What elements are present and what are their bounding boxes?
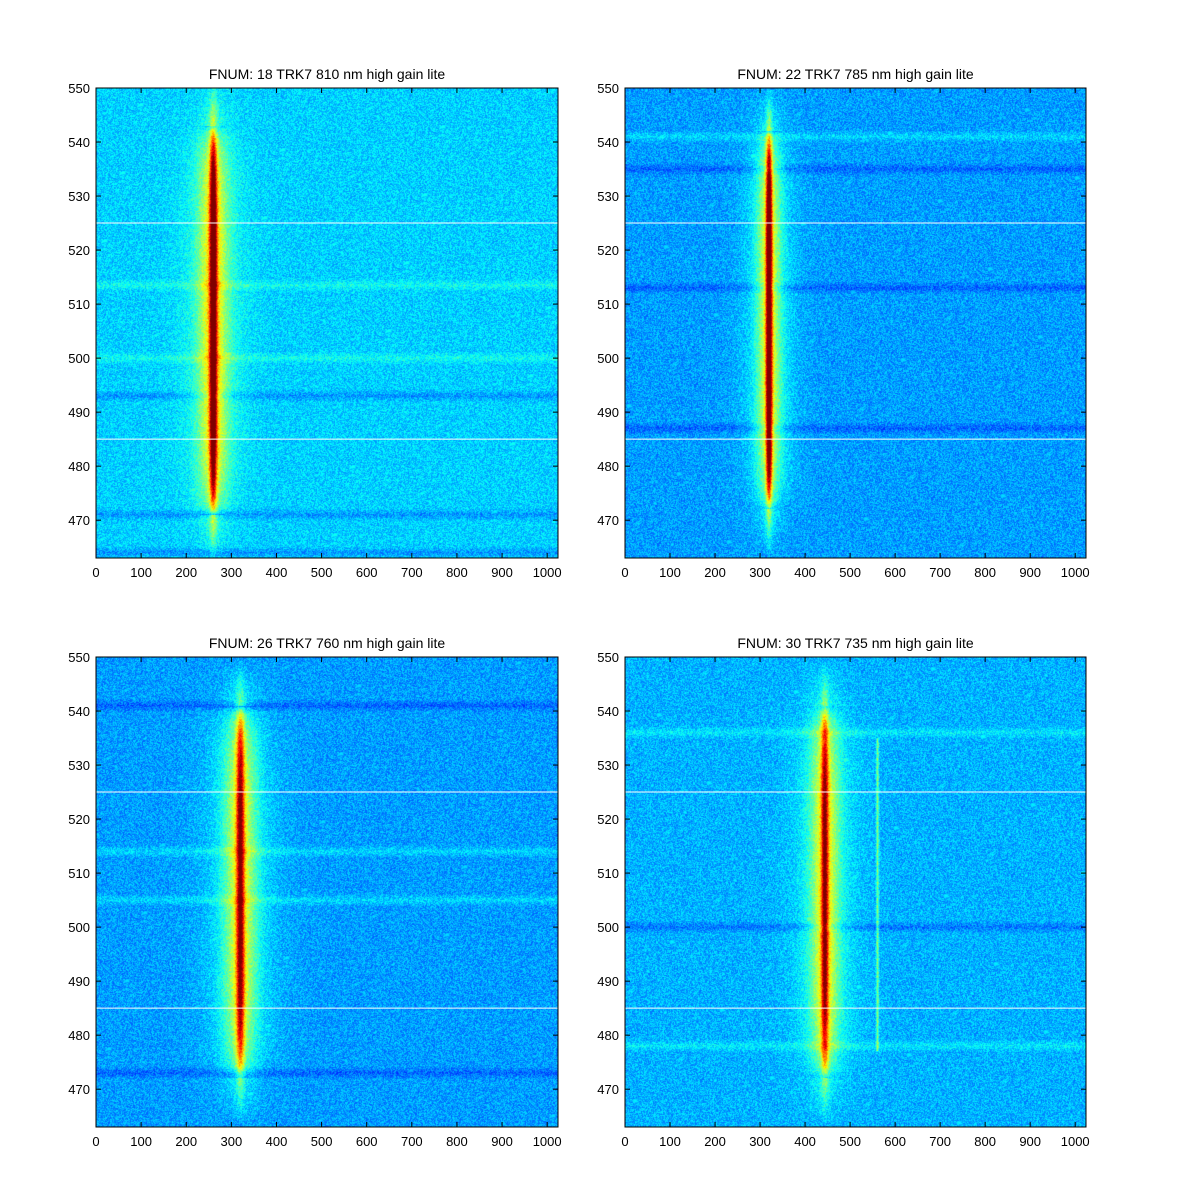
y-tick-label: 540	[68, 704, 90, 719]
x-tick-label: 400	[794, 1134, 816, 1149]
y-tick-label: 470	[597, 1082, 619, 1097]
x-tick-label: 700	[929, 1134, 951, 1149]
x-tick-label: 700	[401, 565, 423, 580]
y-tick-label: 500	[597, 920, 619, 935]
x-tick-label: 1000	[1061, 565, 1090, 580]
x-tick-label: 0	[621, 565, 628, 580]
x-tick-label: 500	[311, 565, 333, 580]
chart-title: FNUM: 22 TRK7 785 nm high gain lite	[737, 66, 974, 82]
chart-panel-2: 0 100 200 300 400 500 600 700 800 900 1000 470 480 49…	[597, 66, 1089, 580]
x-tick-label: 1000	[1061, 1134, 1090, 1149]
chart-panel-1: 0 100 200 300 400 500 600 700 800 900 1000 470 480 49…	[68, 66, 561, 580]
y-tick-label: 550	[68, 650, 90, 665]
x-tick-label: 200	[175, 565, 197, 580]
heatmap-image	[625, 88, 1086, 558]
y-tick-label: 530	[68, 758, 90, 773]
y-tick-label: 500	[68, 351, 90, 366]
y-tick-label: 550	[68, 81, 90, 96]
x-tick-label: 800	[446, 1134, 468, 1149]
y-tick-label: 480	[597, 459, 619, 474]
y-tick-label: 520	[68, 243, 90, 258]
x-tick-label: 200	[704, 565, 726, 580]
x-tick-label: 600	[356, 1134, 378, 1149]
x-tick-label: 0	[92, 565, 99, 580]
y-tick-label: 490	[68, 974, 90, 989]
heatmap-image	[625, 657, 1086, 1127]
x-tick-label: 800	[974, 1134, 996, 1149]
y-tick-label: 550	[597, 650, 619, 665]
x-tick-label: 500	[839, 1134, 861, 1149]
y-tick-label: 480	[68, 1028, 90, 1043]
axes-frame	[624, 87, 1087, 559]
x-tick-label: 900	[491, 565, 513, 580]
axes-frame	[95, 87, 559, 559]
x-tick-label: 800	[446, 565, 468, 580]
chart-title: FNUM: 30 TRK7 735 nm high gain lite	[737, 635, 974, 651]
x-tick-label: 1000	[533, 1134, 562, 1149]
x-tick-label: 700	[401, 1134, 423, 1149]
x-tick-label: 100	[659, 565, 681, 580]
chart-title: FNUM: 26 TRK7 760 nm high gain lite	[209, 635, 446, 651]
y-tick-label: 540	[68, 135, 90, 150]
x-tick-label: 500	[311, 1134, 333, 1149]
y-tick-label: 470	[68, 513, 90, 528]
x-tick-label: 700	[929, 565, 951, 580]
y-tick-label: 480	[68, 459, 90, 474]
y-tick-label: 490	[597, 974, 619, 989]
x-tick-label: 0	[92, 1134, 99, 1149]
x-tick-label: 300	[749, 565, 771, 580]
x-tick-label: 600	[884, 565, 906, 580]
x-tick-label: 900	[1019, 1134, 1041, 1149]
x-tick-label: 600	[356, 565, 378, 580]
y-tick-label: 480	[597, 1028, 619, 1043]
y-tick-label: 490	[597, 405, 619, 420]
x-tick-label: 300	[221, 1134, 243, 1149]
x-tick-label: 900	[1019, 565, 1041, 580]
x-tick-label: 800	[974, 565, 996, 580]
y-tick-label: 540	[597, 135, 619, 150]
y-tick-label: 550	[597, 81, 619, 96]
x-tick-label: 600	[884, 1134, 906, 1149]
axes-frame	[624, 656, 1087, 1128]
x-tick-label: 100	[130, 565, 152, 580]
x-tick-label: 100	[130, 1134, 152, 1149]
y-tick-label: 530	[597, 758, 619, 773]
chart-panel-3: 0 100 200 300 400 500 600 700 800 900 1000 470 480 49…	[68, 635, 561, 1149]
y-tick-label: 510	[597, 297, 619, 312]
y-tick-label: 530	[68, 189, 90, 204]
chart-panel-4: 0 100 200 300 400 500 600 700 800 900 1000 470 480 49…	[597, 635, 1089, 1149]
y-tick-label: 540	[597, 704, 619, 719]
chart-title: FNUM: 18 TRK7 810 nm high gain lite	[209, 66, 446, 82]
heatmap-image	[96, 657, 558, 1127]
y-tick-label: 470	[68, 1082, 90, 1097]
x-tick-label: 1000	[533, 565, 562, 580]
x-tick-label: 200	[175, 1134, 197, 1149]
y-tick-label: 510	[68, 297, 90, 312]
x-tick-label: 400	[794, 565, 816, 580]
y-tick-label: 510	[597, 866, 619, 881]
x-tick-label: 400	[266, 1134, 288, 1149]
y-tick-label: 520	[597, 812, 619, 827]
y-tick-label: 470	[597, 513, 619, 528]
y-tick-label: 530	[597, 189, 619, 204]
y-tick-label: 500	[68, 920, 90, 935]
heatmap-image	[96, 88, 558, 558]
y-tick-label: 500	[597, 351, 619, 366]
x-tick-label: 300	[221, 565, 243, 580]
x-tick-label: 500	[839, 565, 861, 580]
axes-frame	[95, 656, 559, 1128]
y-tick-label: 490	[68, 405, 90, 420]
y-tick-label: 520	[68, 812, 90, 827]
x-tick-label: 100	[659, 1134, 681, 1149]
x-tick-label: 0	[621, 1134, 628, 1149]
x-tick-label: 400	[266, 565, 288, 580]
x-tick-label: 900	[491, 1134, 513, 1149]
x-tick-label: 300	[749, 1134, 771, 1149]
y-tick-label: 520	[597, 243, 619, 258]
y-tick-label: 510	[68, 866, 90, 881]
x-tick-label: 200	[704, 1134, 726, 1149]
